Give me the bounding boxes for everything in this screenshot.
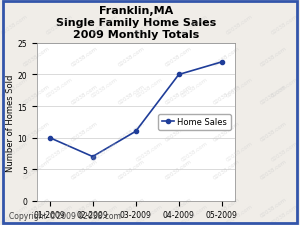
Text: 02038.com: 02038.com <box>117 158 146 180</box>
Text: 02038.com: 02038.com <box>1 203 29 225</box>
Text: 02038.com: 02038.com <box>271 14 299 36</box>
Home Sales <box>177 74 181 76</box>
Text: 02038.com: 02038.com <box>212 196 240 218</box>
Home Sales <box>91 155 94 158</box>
Text: 02038.com: 02038.com <box>91 77 119 99</box>
Text: 02038.com: 02038.com <box>226 203 254 225</box>
Text: 02038.com: 02038.com <box>226 140 254 162</box>
Title: Franklin,MA
Single Family Home Sales
2009 Monthly Totals: Franklin,MA Single Family Home Sales 200… <box>56 6 216 40</box>
Text: 02038.com: 02038.com <box>212 121 240 143</box>
Text: 02038.com: 02038.com <box>1 140 29 162</box>
Text: 02038.com: 02038.com <box>117 121 146 143</box>
Text: 02038.com: 02038.com <box>165 45 193 67</box>
Text: 02038.com: 02038.com <box>136 14 164 36</box>
Text: 02038.com: 02038.com <box>117 196 146 218</box>
Text: 02038.com: 02038.com <box>259 196 288 218</box>
Text: 02038.com: 02038.com <box>181 140 209 162</box>
Text: 02038.com: 02038.com <box>165 121 193 143</box>
Text: 02038.com: 02038.com <box>70 45 98 67</box>
Text: 02038.com: 02038.com <box>181 14 209 36</box>
Text: 02038.com: 02038.com <box>259 121 288 143</box>
Text: 02038.com: 02038.com <box>117 83 146 105</box>
Text: 02038.com: 02038.com <box>165 158 193 180</box>
Text: 02038.com: 02038.com <box>70 83 98 105</box>
Text: 02038.com: 02038.com <box>181 203 209 225</box>
Text: 02038.com: 02038.com <box>259 45 288 67</box>
Text: Copyright ©2009 02038.com: Copyright ©2009 02038.com <box>9 212 121 220</box>
Text: 02038.com: 02038.com <box>136 203 164 225</box>
Text: 02038.com: 02038.com <box>226 77 254 99</box>
Text: 02038.com: 02038.com <box>91 14 119 36</box>
Text: 02038.com: 02038.com <box>136 140 164 162</box>
Text: 02038.com: 02038.com <box>46 77 74 99</box>
Text: 02038.com: 02038.com <box>226 14 254 36</box>
Text: 02038.com: 02038.com <box>22 45 51 67</box>
Text: 02038.com: 02038.com <box>259 158 288 180</box>
Text: 02038.com: 02038.com <box>271 203 299 225</box>
Text: 02038.com: 02038.com <box>46 140 74 162</box>
Text: 02038.com: 02038.com <box>70 196 98 218</box>
Text: 02038.com: 02038.com <box>46 14 74 36</box>
Text: 02038.com: 02038.com <box>259 83 288 105</box>
Text: 02038.com: 02038.com <box>165 196 193 218</box>
Legend: Home Sales: Home Sales <box>158 115 231 130</box>
Text: 02038.com: 02038.com <box>117 45 146 67</box>
Text: 02038.com: 02038.com <box>70 158 98 180</box>
Text: 02038.com: 02038.com <box>212 158 240 180</box>
Text: 02038.com: 02038.com <box>1 14 29 36</box>
Text: 02038.com: 02038.com <box>22 158 51 180</box>
Home Sales <box>220 61 224 64</box>
Text: 02038.com: 02038.com <box>22 121 51 143</box>
Text: 02038.com: 02038.com <box>46 203 74 225</box>
Text: 02038.com: 02038.com <box>271 140 299 162</box>
Text: 02038.com: 02038.com <box>22 83 51 105</box>
Text: 02038.com: 02038.com <box>181 77 209 99</box>
Text: 02038.com: 02038.com <box>136 77 164 99</box>
Line: Home Sales: Home Sales <box>47 61 224 159</box>
Text: 02038.com: 02038.com <box>165 83 193 105</box>
Text: 02038.com: 02038.com <box>212 83 240 105</box>
Home Sales <box>134 130 137 133</box>
Text: 02038.com: 02038.com <box>1 77 29 99</box>
Text: 02038.com: 02038.com <box>70 121 98 143</box>
Text: 02038.com: 02038.com <box>271 77 299 99</box>
Y-axis label: Number of Homes Sold: Number of Homes Sold <box>6 74 15 171</box>
Text: 02038.com: 02038.com <box>22 196 51 218</box>
Text: 02038.com: 02038.com <box>91 140 119 162</box>
Home Sales <box>48 137 51 139</box>
Text: 02038.com: 02038.com <box>212 45 240 67</box>
Text: 02038.com: 02038.com <box>91 203 119 225</box>
